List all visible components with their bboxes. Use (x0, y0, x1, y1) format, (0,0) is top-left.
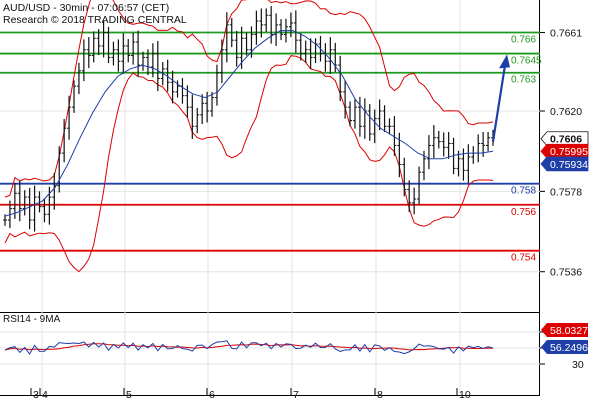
rsi-line (4, 340, 494, 355)
forecast-arrow (491, 54, 510, 142)
rsi-title: RSI14 - 9MA (3, 314, 61, 325)
time-tick-label: 4 (42, 389, 48, 400)
rsi-tick-label: 30 (572, 359, 584, 371)
bollinger-bands (4, 0, 494, 273)
price-badge-label: 0.75934 (550, 159, 588, 171)
level-label: 0.758 (511, 186, 536, 197)
time-tick-label: 6 (209, 389, 215, 400)
forecast-arrow-shaft (491, 65, 507, 142)
chart-title: AUD/USD - 30min - 07:06:57 (CET) (3, 2, 169, 14)
forecast-arrow-head (499, 54, 510, 69)
plot-background (0, 0, 540, 395)
level-label: 0.7645 (511, 56, 542, 67)
price-tick-label: 0.7536 (550, 267, 582, 279)
rsi-badges: 58.0327 56.2496 (541, 323, 588, 354)
time-axis-labels: 3 4 5 6 7 8 10 (30, 388, 471, 400)
time-tick-label: 5 (126, 389, 132, 400)
rsi-badge (541, 323, 588, 337)
rsi-lines (4, 340, 494, 355)
rsi-badge-label: 56.2496 (550, 342, 588, 354)
time-tick-label: 3 (33, 389, 39, 400)
price-badge-label: 0.75995 (550, 146, 588, 158)
level-label: 0.766 (511, 35, 536, 46)
time-tick-label: 10 (459, 389, 471, 400)
moving-average (4, 30, 494, 217)
support-resistance-levels: 0.766 0.7645 0.763 0.758 0.756 0.754 (0, 31, 542, 264)
price-grid (0, 0, 540, 395)
bollinger-upper (4, 0, 494, 198)
price-axis-ticks: 0.7661 0.7620 0.7578 0.7536 (540, 28, 582, 279)
rsi-badge (541, 340, 588, 354)
price-tick-label: 0.7620 (550, 106, 582, 118)
price-badge (540, 156, 589, 172)
level-label: 0.756 (511, 207, 536, 218)
price-badge (540, 131, 589, 147)
price-tick-label: 0.7661 (550, 28, 582, 40)
level-label: 0.763 (511, 75, 536, 86)
price-badge (540, 143, 589, 159)
price-tick-label: 0.7578 (550, 186, 582, 198)
bollinger-lower (4, 55, 494, 273)
level-label: 0.754 (511, 253, 536, 264)
price-badge-label: 0.7606 (550, 134, 582, 146)
chart-subtitle: Research © 2018 TRADING CENTRAL (3, 14, 187, 26)
ma-line (4, 30, 494, 217)
rsi-badge-label: 58.0327 (550, 325, 588, 337)
time-tick-label: 7 (293, 389, 299, 400)
time-tick-label: 8 (377, 389, 383, 400)
